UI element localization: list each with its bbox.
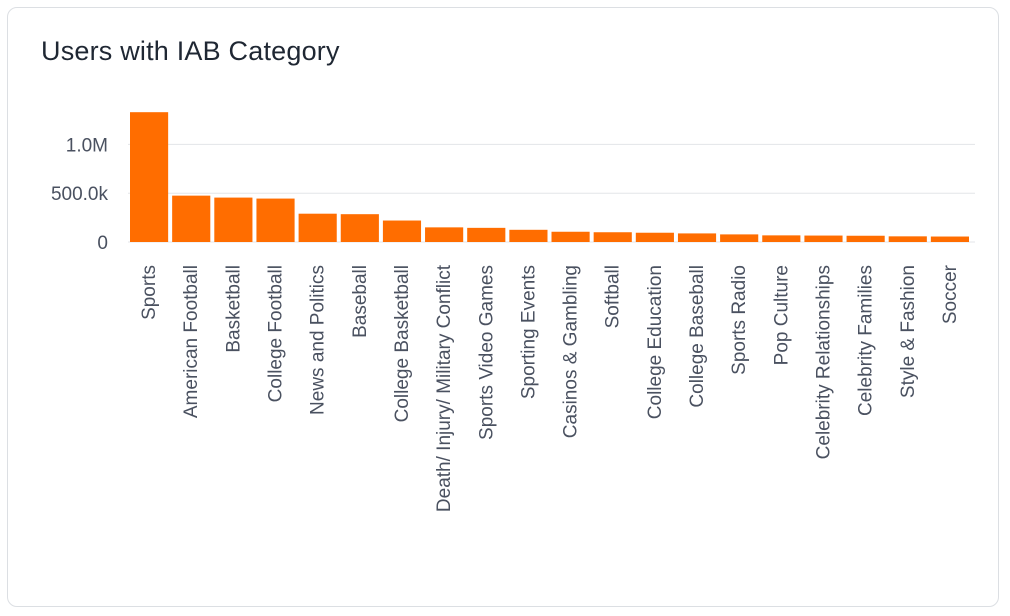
bar[interactable] <box>762 235 801 242</box>
y-axis-ticks: 0 500.0k 1.0M <box>51 135 109 254</box>
x-category-label: Sports <box>139 265 160 320</box>
x-category-label: Pop Culture <box>771 265 792 365</box>
x-category-label: Death/ Injury/ Military Conflict <box>434 264 455 512</box>
y-tick-label: 500.0k <box>51 184 109 205</box>
bar[interactable] <box>720 234 759 242</box>
x-category-label: College Baseball <box>687 265 708 408</box>
x-category-label: News and Politics <box>308 265 329 415</box>
bar[interactable] <box>635 232 674 242</box>
bar[interactable] <box>214 197 253 242</box>
x-category-label: Sports Video Games <box>476 265 497 440</box>
bar[interactable] <box>256 198 295 242</box>
y-tick-label: 0 <box>97 233 108 254</box>
bar[interactable] <box>130 112 169 242</box>
bar[interactable] <box>382 220 422 242</box>
x-category-label: Sporting Events <box>518 265 539 399</box>
x-category-label: Softball <box>603 265 624 328</box>
bar[interactable] <box>930 236 969 242</box>
chart-title: Users with IAB Category <box>41 36 340 66</box>
bar[interactable] <box>677 233 717 242</box>
chart-card: Users with IAB Category <box>7 7 999 607</box>
x-category-label: Style & Fashion <box>898 265 919 398</box>
bar[interactable] <box>509 229 548 242</box>
bar[interactable] <box>340 214 379 242</box>
x-category-label: Casinos & Gambling <box>561 265 582 438</box>
bar[interactable] <box>172 195 211 242</box>
x-category-label: American Football <box>181 265 202 418</box>
x-axis-labels: Sports American Football Basketball College… <box>139 264 961 512</box>
x-category-label: Soccer <box>940 264 961 324</box>
bar[interactable] <box>593 232 632 242</box>
x-category-label: Sports Radio <box>729 265 750 375</box>
x-category-label: Celebrity Families <box>856 265 877 416</box>
bar[interactable] <box>888 236 927 242</box>
bar[interactable] <box>467 227 506 242</box>
x-category-label: Baseball <box>350 265 371 338</box>
y-tick-label: 1.0M <box>66 135 108 156</box>
bar[interactable] <box>551 231 590 242</box>
bar[interactable] <box>298 213 337 242</box>
bar[interactable] <box>804 235 843 242</box>
bar[interactable] <box>846 235 885 242</box>
x-category-label: College Basketball <box>392 265 413 422</box>
x-category-label: Basketball <box>223 265 244 353</box>
x-category-label: Celebrity Relationships <box>813 265 834 459</box>
x-category-label: College Football <box>266 265 287 402</box>
gridlines <box>128 143 975 243</box>
x-category-label: College Education <box>645 265 666 419</box>
bar[interactable] <box>425 227 464 242</box>
bars <box>130 112 969 242</box>
